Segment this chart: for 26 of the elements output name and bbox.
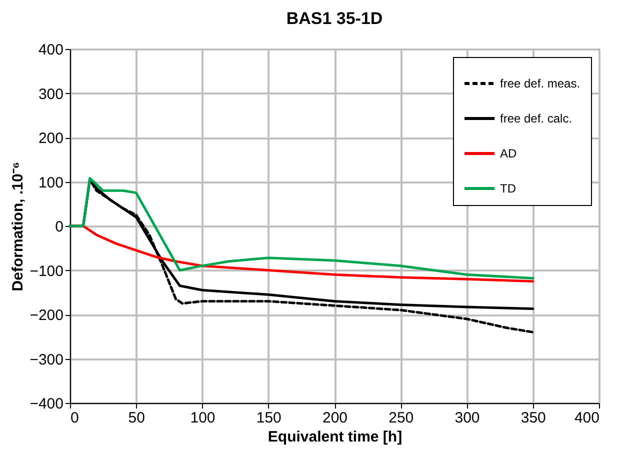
y-tick-label: −400 — [30, 396, 64, 412]
y-tick-label: 0 — [55, 218, 64, 236]
x-tick-label: 150 — [256, 410, 282, 426]
x-tick-label: 0 — [70, 410, 79, 426]
x-tick-label: 350 — [520, 410, 546, 426]
x-tick-label: 400 — [574, 410, 600, 426]
x-tick-label: 250 — [388, 410, 414, 426]
y-tick-label: −100 — [30, 262, 64, 280]
x-tick-label: 100 — [190, 410, 216, 426]
y-axis-title: Deformation, .10⁻⁶ — [10, 162, 27, 292]
legend-label: free def. calc. — [500, 112, 572, 126]
line-series — [68, 176, 534, 280]
x-tick-label: 200 — [322, 410, 348, 426]
legend-label: free def. meas. — [500, 76, 580, 90]
chart-title: BAS1 35-1D — [286, 9, 383, 28]
y-tick-label: 300 — [38, 86, 64, 103]
x-tick-label: 50 — [128, 410, 145, 426]
y-tick-label: 400 — [38, 42, 64, 58]
x-tick-label: 300 — [454, 410, 480, 426]
legend-label: AD — [500, 146, 518, 160]
y-tick-label: −300 — [30, 351, 64, 368]
y-tick-label: −200 — [30, 307, 64, 324]
y-tick-label: 200 — [38, 130, 64, 147]
x-axis-title: Equivalent time [h] — [268, 428, 402, 446]
legend-label: TD — [500, 182, 516, 196]
y-tick-label: 100 — [38, 174, 64, 192]
